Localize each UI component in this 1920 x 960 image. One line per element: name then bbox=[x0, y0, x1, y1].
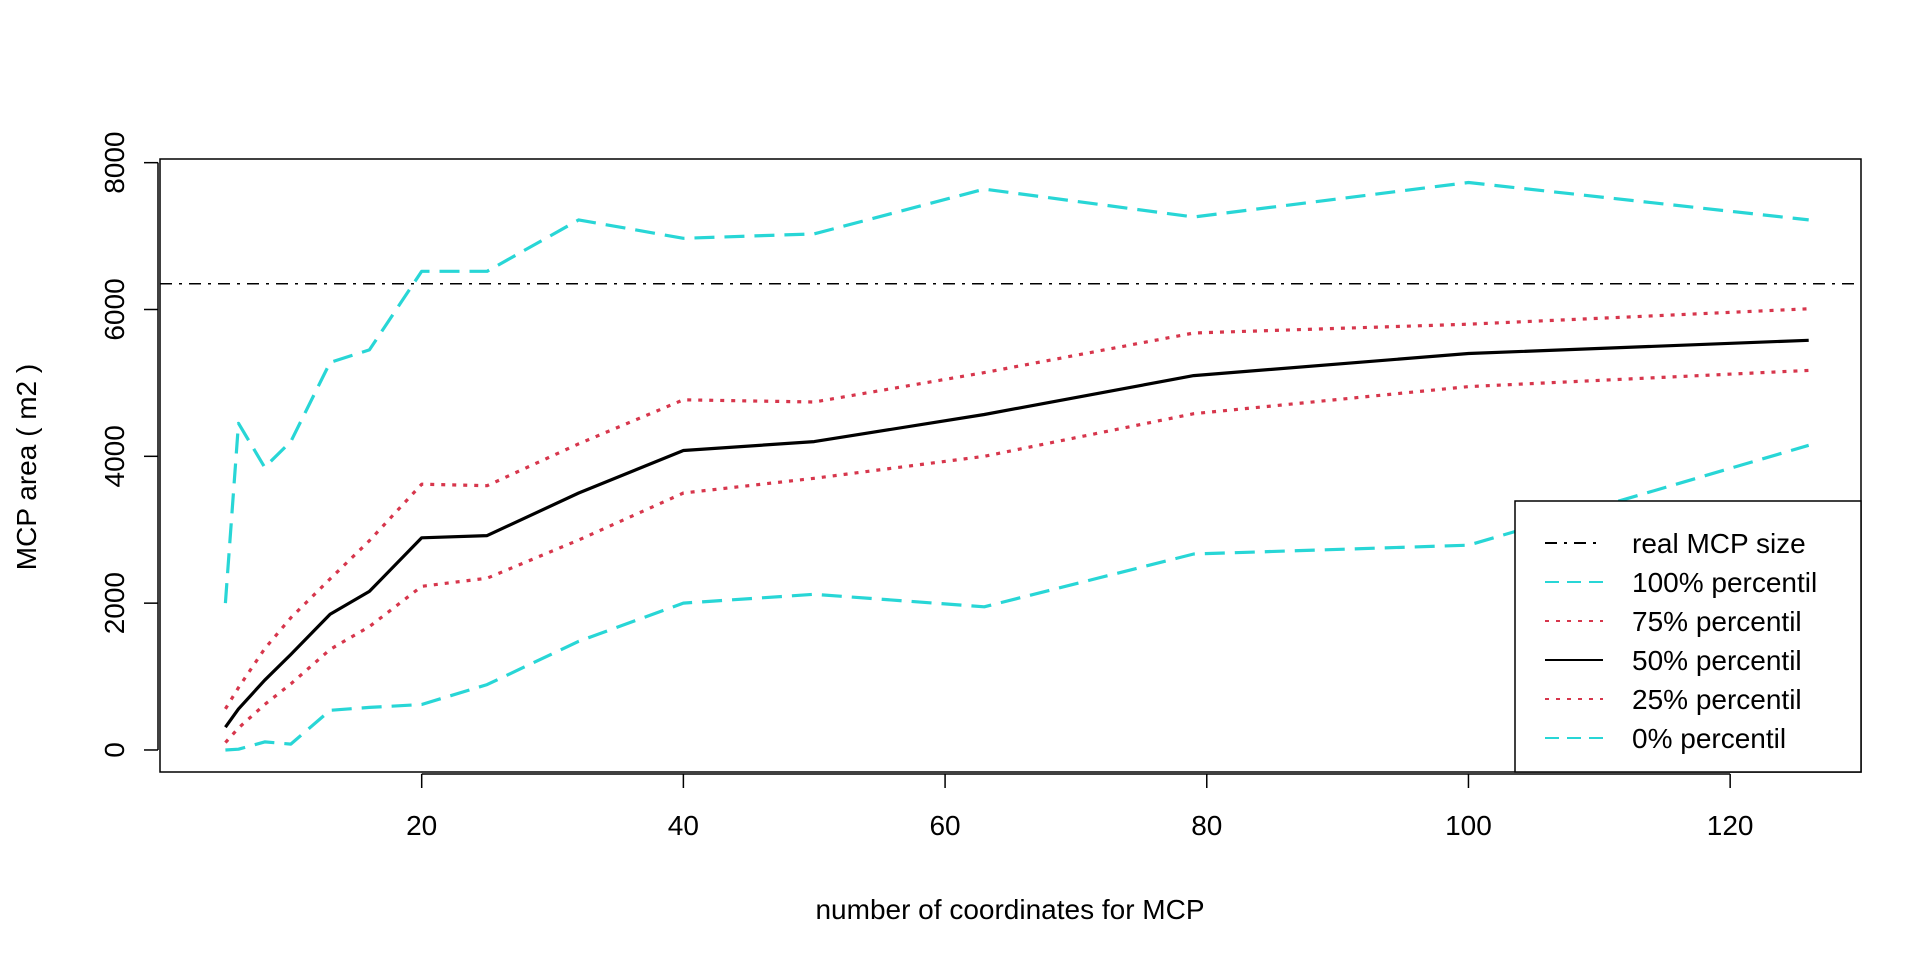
legend-label: real MCP size bbox=[1632, 528, 1806, 559]
legend-label: 25% percentil bbox=[1632, 684, 1802, 715]
legend-label: 0% percentil bbox=[1632, 723, 1786, 754]
series-line-0-percentil bbox=[225, 443, 1810, 752]
legend-label: 75% percentil bbox=[1632, 606, 1802, 637]
x-tick-label: 120 bbox=[1707, 810, 1754, 841]
y-tick-label: 8000 bbox=[99, 132, 130, 194]
series-layer bbox=[160, 180, 1861, 752]
y-tick-label: 2000 bbox=[99, 572, 130, 634]
x-axis: 20 40 60 80 100 120 bbox=[406, 773, 1754, 841]
series-line-100-percentil bbox=[223, 180, 1809, 604]
legend: real MCP size 100% percentil 75% percentil… bbox=[1514, 500, 1862, 773]
x-tick-label: 40 bbox=[668, 810, 699, 841]
legend-label: 100% percentil bbox=[1632, 567, 1817, 598]
plot-frame bbox=[159, 158, 1862, 773]
x-tick-label: 80 bbox=[1191, 810, 1222, 841]
legend-box bbox=[1514, 500, 1862, 773]
series-line-75-percentil bbox=[224, 307, 1809, 710]
y-tick-label: 4000 bbox=[99, 425, 130, 487]
series-line-50-percentil bbox=[224, 338, 1809, 729]
x-axis-label: number of coordinates for MCP bbox=[815, 894, 1204, 925]
y-tick-label: 0 bbox=[99, 742, 130, 758]
legend-label: 50% percentil bbox=[1632, 645, 1802, 676]
y-axis-label: MCP area ( m2 ) bbox=[11, 364, 42, 570]
y-axis: 0 2000 4000 6000 8000 bbox=[99, 132, 159, 758]
y-tick-label: 6000 bbox=[99, 278, 130, 340]
x-tick-label: 60 bbox=[929, 810, 960, 841]
x-tick-label: 20 bbox=[406, 810, 437, 841]
x-tick-label: 100 bbox=[1445, 810, 1492, 841]
